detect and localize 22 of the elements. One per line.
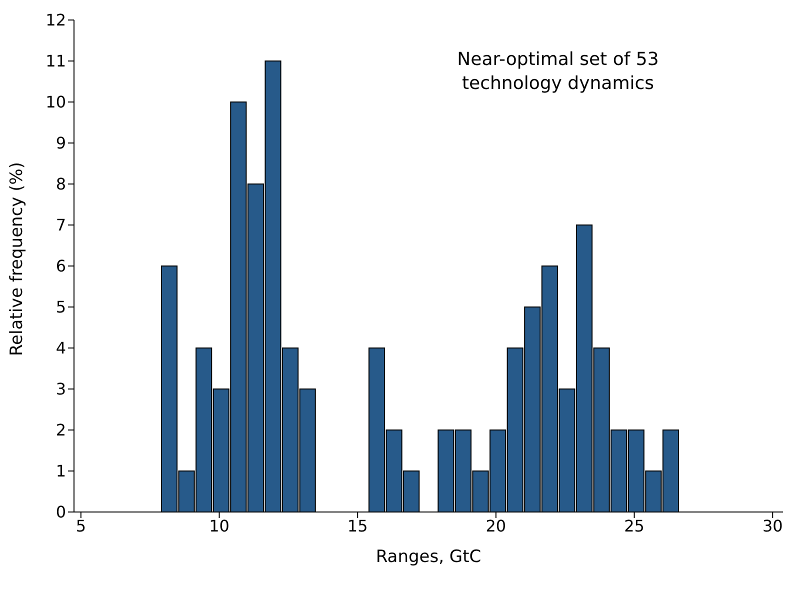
y-tick-label: 10: [46, 92, 66, 112]
y-tick-label: 0: [56, 502, 66, 522]
y-tick-label: 9: [56, 134, 66, 153]
y-tick-label: 7: [56, 216, 66, 235]
x-tick-label: 10: [209, 516, 230, 536]
y-tick-label: 6: [56, 256, 66, 276]
y-tick-label: 5: [56, 298, 66, 317]
x-tick-label: 5: [76, 516, 86, 536]
y-axis-title: Relative frequency (%): [7, 162, 28, 356]
annotation: Near-optimal set of 53 technology dynamics: [456, 48, 660, 96]
y-tick-label: 8: [56, 174, 66, 194]
x-tick-label: 20: [486, 516, 506, 536]
y-tick-label: 1: [56, 462, 66, 481]
y-tick-label: 4: [56, 338, 66, 358]
x-tick-label: 25: [624, 516, 644, 536]
y-tick-label: 12: [46, 10, 66, 30]
x-tick-label: 15: [347, 516, 368, 536]
x-tick-label: 30: [762, 516, 783, 536]
y-tick-label: 11: [46, 52, 66, 71]
y-tick-label: 2: [56, 420, 66, 440]
y-tick-label: 3: [56, 380, 66, 399]
x-axis-title: Ranges, GtC: [376, 547, 482, 567]
